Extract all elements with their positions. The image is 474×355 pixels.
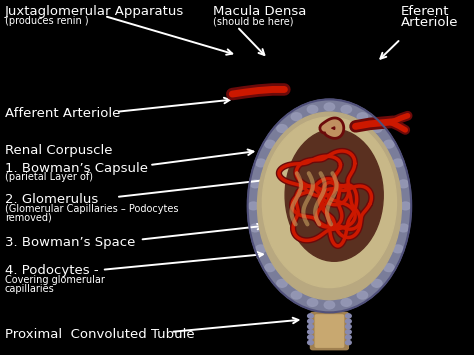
Circle shape — [255, 159, 266, 167]
Circle shape — [308, 335, 313, 339]
Text: Arteriole: Arteriole — [401, 16, 458, 29]
Text: removed): removed) — [5, 213, 52, 223]
Circle shape — [324, 103, 335, 111]
Text: Macula Densa: Macula Densa — [213, 5, 307, 18]
Ellipse shape — [257, 112, 401, 300]
Circle shape — [308, 319, 313, 323]
Text: Afferent Arteriole: Afferent Arteriole — [5, 106, 120, 120]
Circle shape — [307, 105, 318, 113]
Text: Juxtaglomerular Apparatus: Juxtaglomerular Apparatus — [5, 5, 184, 18]
Circle shape — [398, 180, 409, 188]
Circle shape — [346, 330, 351, 334]
Ellipse shape — [285, 129, 383, 261]
Circle shape — [308, 314, 313, 318]
Circle shape — [341, 299, 352, 306]
Text: (Glomerular Capillaries – Podocytes: (Glomerular Capillaries – Podocytes — [5, 204, 178, 214]
Circle shape — [308, 330, 313, 334]
Circle shape — [291, 291, 301, 299]
Circle shape — [307, 299, 318, 306]
Circle shape — [357, 291, 368, 299]
Circle shape — [291, 113, 301, 121]
Circle shape — [265, 140, 275, 148]
Text: Eferent: Eferent — [401, 5, 449, 18]
Circle shape — [250, 224, 261, 232]
Text: 2. Glomerulus: 2. Glomerulus — [5, 193, 98, 207]
Circle shape — [372, 125, 382, 132]
Text: (produces renin ): (produces renin ) — [5, 16, 88, 26]
Circle shape — [324, 301, 335, 309]
Circle shape — [346, 324, 351, 329]
Circle shape — [308, 340, 313, 345]
Circle shape — [346, 340, 351, 345]
Circle shape — [255, 245, 266, 253]
Circle shape — [383, 264, 394, 272]
Circle shape — [346, 319, 351, 323]
FancyBboxPatch shape — [315, 315, 344, 347]
FancyBboxPatch shape — [310, 312, 348, 350]
Circle shape — [277, 279, 287, 287]
Circle shape — [393, 245, 403, 253]
Circle shape — [250, 180, 261, 188]
Circle shape — [400, 202, 410, 210]
Text: 3. Bowman’s Space: 3. Bowman’s Space — [5, 236, 135, 249]
Circle shape — [398, 224, 409, 232]
Circle shape — [346, 314, 351, 318]
Text: (parietal Layer of): (parietal Layer of) — [5, 173, 93, 182]
Text: Covering glomerular: Covering glomerular — [5, 275, 105, 285]
Circle shape — [346, 335, 351, 339]
Text: Renal Corpuscle: Renal Corpuscle — [5, 144, 112, 157]
Ellipse shape — [247, 99, 411, 312]
Circle shape — [248, 202, 259, 210]
Ellipse shape — [263, 117, 396, 288]
Circle shape — [341, 105, 352, 113]
Circle shape — [393, 159, 403, 167]
Text: 4. Podocytes -: 4. Podocytes - — [5, 264, 99, 278]
Circle shape — [265, 264, 275, 272]
Circle shape — [372, 279, 382, 287]
Text: (should be here): (should be here) — [213, 16, 294, 26]
Circle shape — [277, 125, 287, 132]
Circle shape — [383, 140, 394, 148]
Text: 1. Bowman’s Capsule: 1. Bowman’s Capsule — [5, 162, 148, 175]
Circle shape — [357, 113, 368, 121]
Text: capillaries: capillaries — [5, 284, 55, 294]
Circle shape — [308, 324, 313, 329]
Text: Proximal  Convoluted Tubule: Proximal Convoluted Tubule — [5, 328, 194, 342]
